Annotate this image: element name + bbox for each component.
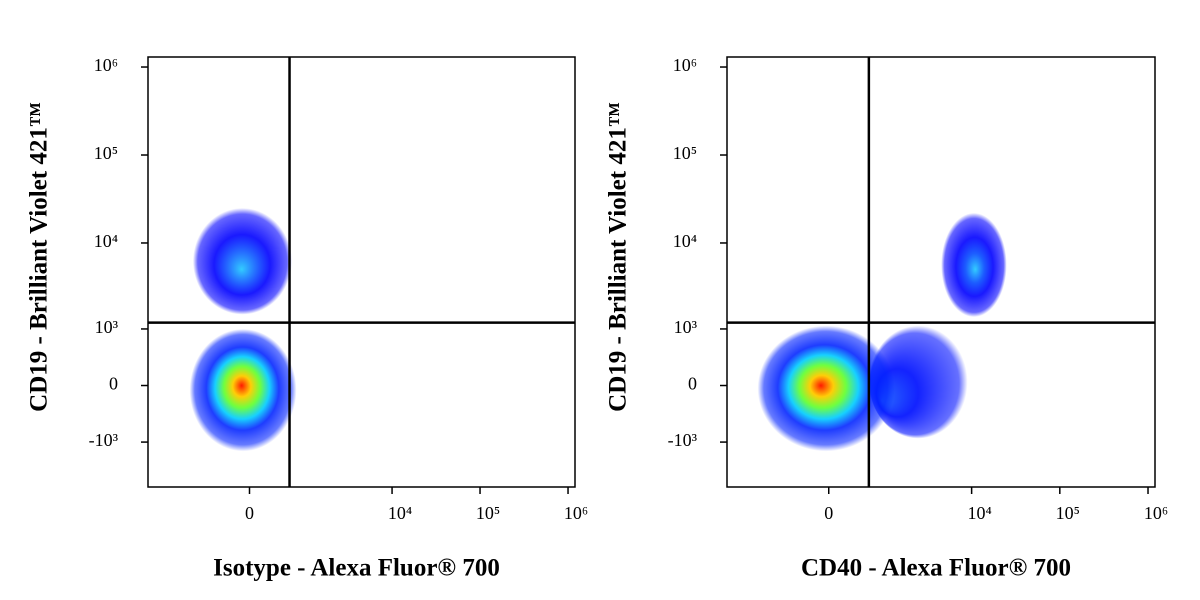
x-axis-title: CD40 - Alexa Fluor® 700 [801, 555, 1071, 582]
y-axis-title: CD19 - Brilliant Violet 421™ [26, 102, 53, 412]
y-tick-label: 10⁴ [673, 231, 697, 251]
x-tick-label: 0 [824, 503, 833, 523]
population [757, 325, 895, 452]
plot: 0 10⁴ 10⁵ 10⁶ -10³ 0 10³ 10⁴ 10⁵ 10⁶ Isotype - Ale… [26, 55, 588, 582]
y-tick-label: -10³ [89, 430, 119, 450]
y-tick-label: 10⁵ [673, 143, 697, 163]
y-tick-label: 10⁶ [673, 55, 697, 75]
y-tick-label: 10⁴ [94, 231, 118, 251]
plot: 0 10⁴ 10⁵ 10⁶ -10³ 0 10³ 10⁴ 10⁵ 10⁶ CD40 - Alexa … [605, 55, 1168, 582]
x-tick-label: 10⁴ [967, 503, 991, 523]
y-tick-label: 0 [109, 374, 118, 394]
x-tick-label: 10⁶ [1144, 503, 1168, 523]
y-tick-label: 10⁵ [94, 143, 118, 163]
y-tick-label: 0 [688, 374, 697, 394]
plot-frame [726, 56, 1156, 488]
x-tick-label: 0 [245, 503, 254, 523]
population [868, 325, 968, 439]
y-tick-label: -10³ [668, 430, 698, 450]
x-tick-label: 10⁶ [564, 503, 588, 523]
population [941, 212, 1007, 318]
y-tick-label: 10⁶ [94, 55, 118, 75]
population [192, 207, 292, 315]
population [189, 328, 297, 452]
y-axis-title: CD19 - Brilliant Violet 421™ [605, 102, 632, 412]
y-tick-label: 10³ [95, 317, 119, 337]
plot-frame [147, 56, 576, 488]
y-tick-label: 10³ [674, 317, 698, 337]
x-axis-title: Isotype - Alexa Fluor® 700 [213, 555, 500, 582]
x-tick-label: 10⁵ [476, 503, 500, 523]
x-tick-label: 10⁴ [388, 503, 412, 523]
x-tick-label: 10⁵ [1056, 503, 1080, 523]
